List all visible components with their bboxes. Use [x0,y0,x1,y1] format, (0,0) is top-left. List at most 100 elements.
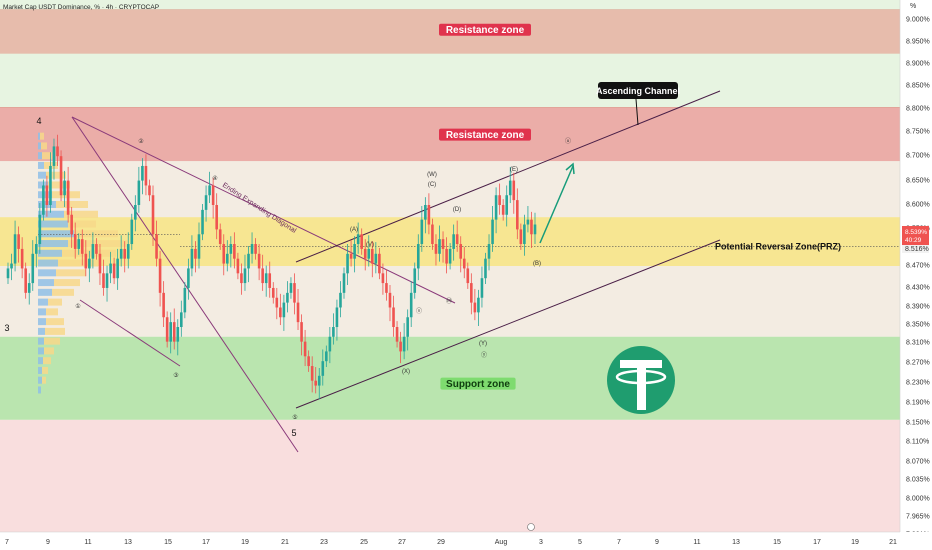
current-price-countdown: 40:29 [905,237,922,244]
candle-123 [441,231,445,263]
candle-76 [275,287,279,320]
candle-body [137,180,141,205]
candle-body [286,292,289,303]
candle-body [261,268,264,284]
candle-body [27,283,31,293]
x-tick-label-5: 17 [202,539,210,546]
candle-body [105,273,109,288]
candle-body [144,165,148,186]
y-tick-label-6: 8.700% [906,153,930,160]
candle-57 [208,171,211,204]
candle-body [123,248,127,259]
ascending-channel-callout: Ascending Channel [596,82,680,126]
event-marker-icon[interactable] [527,523,535,531]
y-tick-label-22: 8.000% [906,496,930,503]
candle-53 [194,241,197,273]
volume-bar-blue-20 [38,327,45,335]
candle-body [279,307,282,318]
volume-bar-yellow-1 [41,142,47,150]
candle-129 [462,246,466,279]
candle-body [296,302,300,323]
volume-bar-yellow-3 [44,161,58,169]
candle-79 [286,281,289,313]
candle-98 [353,236,356,273]
candle-15 [59,150,63,202]
candle-body [268,273,272,288]
resistance-zone-label-2: Resistance zone [439,128,531,141]
candle-146 [523,214,526,256]
volume-bar-blue-11 [38,240,68,248]
candle-body [243,268,247,284]
candle-64 [233,232,236,269]
candle-126 [452,224,455,261]
candle-body [374,253,378,264]
candle-body [275,297,279,308]
candle-138 [494,187,498,234]
candle-67 [243,254,247,291]
candle-body [381,273,385,284]
wave-sub-label-14: ⓨ [481,351,487,359]
candle-body [204,195,208,210]
candle-37 [137,166,141,213]
candle-body [321,361,325,376]
candle-94 [339,281,342,318]
candle-7 [31,240,35,291]
candle-body [109,263,112,274]
wave-sub-label-5: (A) [350,227,358,233]
candle-body [80,239,84,254]
candle-body [172,322,176,342]
volume-bar-yellow-7 [56,200,88,208]
y-tick-label-23: 7.965% [906,514,930,521]
callout-pointer [635,98,639,126]
candle-body [353,244,356,259]
candle-body [314,380,318,386]
candle-90 [325,345,328,368]
candle-43 [158,250,162,307]
candle-23 [88,250,91,283]
candle-body [512,180,516,201]
y-tick-label-8: 8.600% [906,202,930,209]
candle-body [130,219,134,245]
candle-body [498,195,501,205]
secondary-price-bg [902,245,929,253]
candle-body [395,327,399,342]
volume-bar-yellow-19 [46,318,64,326]
candle-117 [420,205,424,252]
candle-110 [395,321,399,348]
candle-body [233,244,236,259]
y-tick-label-5: 8.750% [906,129,930,136]
volume-bar-yellow-6 [52,191,80,199]
candle-body [448,248,452,264]
candle-105 [378,247,381,280]
candle-70 [254,238,257,260]
candle-body [218,229,222,245]
wave-sub-label-6: (B) [533,261,541,267]
candle-body [363,248,367,259]
candle-74 [268,261,272,298]
candle-112 [402,323,406,360]
candle-108 [388,285,392,322]
candle-body [441,239,445,249]
candle-body [66,180,70,215]
candle-body [264,273,268,284]
candle-body [505,195,509,215]
volume-bar-yellow-25 [42,376,46,384]
candle-58 [211,177,215,219]
candle-9 [38,203,42,254]
candle-11 [45,175,49,217]
projection-arrow-head [565,162,575,175]
candle-83 [300,314,303,356]
candle-body [434,244,438,254]
candle-35 [130,213,134,250]
volume-bar-yellow-17 [48,298,62,306]
candle-body [413,268,417,293]
volume-bar-yellow-11 [68,240,128,248]
candle-30 [112,257,116,285]
candle-body [300,322,303,342]
candle-body [201,209,204,235]
resistance-zone-label-1-bg [439,23,531,36]
candle-71 [257,244,261,281]
candle-body [282,302,286,318]
candle-body [484,258,487,279]
